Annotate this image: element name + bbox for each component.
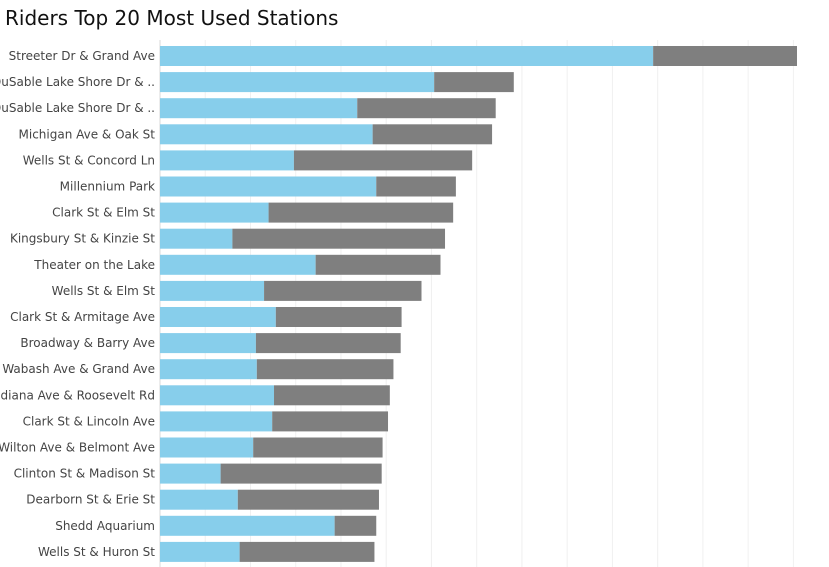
category-label: Broadway & Barry Ave	[20, 336, 155, 350]
bar-segment-series-1[interactable]	[160, 463, 221, 484]
bar-segment-series-1[interactable]	[160, 72, 435, 93]
bar-segment-series-2[interactable]	[220, 463, 382, 484]
bar-segment-series-1[interactable]	[160, 176, 377, 197]
bar-segment-series-2[interactable]	[256, 359, 394, 380]
bar-segment-series-2[interactable]	[372, 124, 493, 145]
category-label: Wilton Ave & Belmont Ave	[0, 441, 155, 455]
bar-segment-series-1[interactable]	[160, 98, 358, 119]
bar-segment-series-2[interactable]	[253, 437, 383, 458]
category-label: Wells St & Concord Ln	[23, 153, 155, 167]
bar-segment-series-2[interactable]	[376, 176, 456, 197]
category-label: Theater on the Lake	[33, 258, 155, 272]
chart-title: Riders Top 20 Most Used Stations	[5, 6, 339, 30]
bar-segment-series-2[interactable]	[434, 72, 514, 93]
bar-segment-series-1[interactable]	[160, 228, 233, 249]
category-label: Indiana Ave & Roosevelt Rd	[0, 388, 155, 402]
category-label: Wells St & Elm St	[52, 284, 156, 298]
bar-segment-series-1[interactable]	[160, 437, 254, 458]
bar-segment-series-2[interactable]	[293, 150, 473, 171]
bar-segment-series-2[interactable]	[232, 228, 446, 249]
bar-segment-series-2[interactable]	[264, 280, 422, 301]
bar-segment-series-1[interactable]	[160, 150, 294, 171]
bars-group	[160, 46, 797, 562]
category-label: Wabash Ave & Grand Ave	[2, 362, 155, 376]
bar-segment-series-2[interactable]	[275, 307, 402, 327]
bar-segment-series-2[interactable]	[274, 385, 390, 406]
bar-segment-series-2[interactable]	[255, 333, 401, 354]
bar-segment-series-1[interactable]	[160, 333, 256, 354]
category-labels: Streeter Dr & Grand Ave DuSable Lake Shor…	[0, 49, 155, 559]
bar-segment-series-1[interactable]	[160, 541, 240, 562]
bar-segment-series-1[interactable]	[160, 202, 269, 223]
bar-segment-series-2[interactable]	[268, 202, 454, 223]
category-label: Streeter Dr & Grand Ave	[9, 49, 155, 63]
category-label: Clark St & Lincoln Ave	[23, 414, 155, 428]
bar-segment-series-2[interactable]	[357, 98, 496, 119]
category-label: Clinton St & Madison St	[14, 467, 156, 481]
category-label: Kingsbury St & Kinzie St	[10, 232, 155, 246]
category-label: Dearborn St & Erie St	[26, 493, 155, 507]
category-label: Wells St & Huron St	[38, 545, 155, 559]
category-label: DuSable Lake Shore Dr & ..	[0, 75, 155, 89]
category-label: Shedd Aquarium	[55, 519, 155, 533]
category-label: Clark St & Elm St	[52, 206, 155, 220]
bar-segment-series-2[interactable]	[653, 46, 797, 66]
bar-segment-series-1[interactable]	[160, 385, 275, 406]
category-label: Clark St & Armitage Ave	[10, 310, 155, 324]
bar-segment-series-2[interactable]	[237, 489, 379, 510]
category-label: Millennium Park	[60, 180, 155, 194]
bar-segment-series-1[interactable]	[160, 280, 265, 301]
bar-segment-series-1[interactable]	[160, 489, 238, 510]
bar-segment-series-2[interactable]	[315, 254, 441, 275]
bar-segment-series-1[interactable]	[160, 359, 257, 380]
bar-segment-series-1[interactable]	[160, 515, 335, 536]
bar-segment-series-2[interactable]	[272, 411, 389, 432]
bar-segment-series-2[interactable]	[334, 515, 377, 536]
bar-segment-series-1[interactable]	[160, 254, 316, 275]
bar-segment-series-1[interactable]	[160, 411, 273, 432]
bar-segment-series-2[interactable]	[239, 541, 375, 562]
category-label: Michigan Ave & Oak St	[19, 127, 156, 141]
category-label: DuSable Lake Shore Dr & ..	[0, 101, 155, 115]
bar-segment-series-1[interactable]	[160, 124, 373, 145]
bar-segment-series-1[interactable]	[160, 46, 654, 66]
bar-segment-series-1[interactable]	[160, 307, 276, 327]
grid-lines	[159, 40, 794, 567]
